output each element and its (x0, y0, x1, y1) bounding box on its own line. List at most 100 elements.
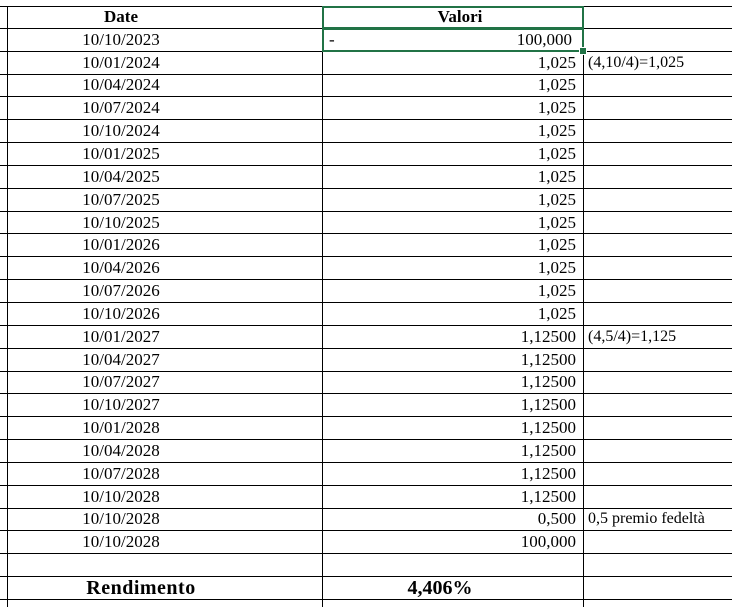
date-cell[interactable]: 10/04/2027 (8, 348, 323, 372)
note-cell[interactable] (584, 189, 732, 212)
date-cell[interactable]: 10/10/2026 (8, 302, 323, 326)
value-cell[interactable]: 1,12500 (323, 394, 584, 418)
date-cell[interactable]: 10/01/2027 (8, 325, 323, 349)
cell-left-margin[interactable] (0, 280, 8, 303)
value-cell[interactable]: 1,025 (323, 74, 584, 98)
rendimento-label-cell[interactable]: Rendimento (8, 577, 323, 600)
value-cell[interactable]: 1,025 (323, 143, 584, 166)
date-cell[interactable]: 10/04/2025 (8, 165, 323, 189)
fill-handle[interactable] (579, 46, 587, 55)
note-cell[interactable] (584, 75, 732, 98)
value-cell[interactable]: 1,12500 (323, 325, 584, 349)
date-cell[interactable]: 10/10/2028 (8, 485, 323, 509)
note-cell[interactable] (584, 212, 732, 235)
note-cell[interactable] (584, 234, 732, 258)
cell-left-margin[interactable] (0, 120, 8, 144)
cell-left-margin[interactable] (0, 371, 8, 395)
note-cell[interactable] (584, 120, 732, 144)
note-cell[interactable] (584, 440, 732, 463)
cell-left-margin[interactable] (0, 554, 8, 578)
date-cell[interactable]: 10/07/2025 (8, 188, 323, 212)
cell-left-margin-partial[interactable] (0, 599, 8, 607)
cell-left-margin[interactable] (0, 28, 8, 52)
cell-left-margin[interactable] (0, 188, 8, 212)
cell-left-margin-summary[interactable] (0, 577, 8, 600)
valori-header-cell[interactable]: Valori (322, 6, 584, 29)
date-cell[interactable]: 10/04/2026 (8, 257, 323, 281)
date-header-cell[interactable]: Date (8, 6, 323, 29)
date-cell[interactable]: 10/01/2025 (8, 143, 323, 166)
date-cell[interactable]: 10/01/2026 (8, 234, 323, 258)
cell-left-margin[interactable] (0, 165, 8, 189)
cell-left-margin[interactable] (0, 143, 8, 166)
date-cell[interactable]: 10/07/2028 (8, 462, 323, 486)
cell-left-margin[interactable] (0, 348, 8, 372)
note-cell[interactable] (584, 29, 732, 52)
date-cell[interactable]: 10/10/2028 (8, 531, 323, 555)
value-cell[interactable]: 1,025 (323, 165, 584, 189)
summary-note-cell[interactable] (584, 577, 732, 600)
note-cell[interactable] (584, 531, 732, 555)
cell-left-margin[interactable] (0, 440, 8, 463)
date-cell[interactable]: 10/10/2025 (8, 211, 323, 235)
note-cell[interactable] (584, 486, 732, 509)
cell-left-margin[interactable] (0, 508, 8, 532)
cell-left-margin[interactable] (0, 211, 8, 235)
cell-left-margin[interactable] (0, 462, 8, 486)
date-cell[interactable]: 10/07/2027 (8, 371, 323, 395)
value-cell[interactable]: 100,000 (323, 531, 584, 555)
date-cell[interactable]: 10/01/2028 (8, 417, 323, 441)
cell-left-margin[interactable] (0, 302, 8, 326)
note-cell[interactable] (584, 166, 732, 189)
value-cell[interactable]: 1,025 (323, 211, 584, 235)
value-cell[interactable]: 1,025 (323, 120, 584, 144)
cell-left-margin[interactable] (0, 257, 8, 281)
date-cell[interactable]: 10/10/2027 (8, 394, 323, 418)
value-cell[interactable]: - 100,000 (322, 27, 587, 55)
cell-left-margin[interactable] (0, 394, 8, 418)
note-cell[interactable] (584, 97, 732, 121)
value-cell[interactable]: 1,025 (323, 188, 584, 212)
value-cell[interactable] (323, 554, 584, 578)
note-cell[interactable]: (4,5/4)=1,125 (584, 326, 732, 349)
value-cell[interactable]: 1,025 (323, 51, 584, 75)
date-cell[interactable] (8, 554, 323, 578)
value-cell[interactable]: 1,12500 (323, 417, 584, 441)
value-cell[interactable]: 1,12500 (323, 462, 584, 486)
note-cell[interactable] (584, 372, 732, 395)
cell-left-margin[interactable] (0, 531, 8, 555)
partial-date-cell[interactable] (8, 599, 323, 607)
note-cell[interactable] (584, 554, 732, 578)
cell-left-margin-header[interactable] (0, 6, 8, 29)
note-cell[interactable] (584, 143, 732, 166)
note-cell[interactable] (584, 303, 732, 326)
cell-left-margin[interactable] (0, 485, 8, 509)
value-cell[interactable]: 1,025 (323, 234, 584, 258)
note-cell[interactable] (584, 349, 732, 372)
date-cell[interactable]: 10/07/2026 (8, 280, 323, 303)
value-cell[interactable]: 1,025 (323, 97, 584, 121)
cell-left-margin[interactable] (0, 234, 8, 258)
date-cell[interactable]: 10/07/2024 (8, 97, 323, 121)
note-cell[interactable] (584, 463, 732, 486)
value-cell[interactable]: 1,025 (323, 280, 584, 303)
partial-note-cell[interactable] (584, 600, 732, 607)
value-cell[interactable]: 1,025 (323, 257, 584, 281)
value-cell[interactable]: 1,12500 (323, 371, 584, 395)
note-cell[interactable] (584, 394, 732, 418)
note-cell[interactable]: 0,5 premio fedeltà (584, 509, 732, 532)
note-cell[interactable] (584, 280, 732, 303)
partial-valori-cell[interactable] (323, 599, 584, 607)
note-cell[interactable]: (4,10/4)=1,025 (584, 52, 732, 75)
date-cell[interactable]: 10/01/2024 (8, 51, 323, 75)
date-cell[interactable]: 10/10/2024 (8, 120, 323, 144)
date-cell[interactable]: 10/10/2028 (8, 508, 323, 532)
cell-left-margin[interactable] (0, 51, 8, 75)
value-cell[interactable]: 1,12500 (323, 348, 584, 372)
cell-left-margin[interactable] (0, 325, 8, 349)
date-cell[interactable]: 10/04/2028 (8, 440, 323, 463)
note-cell[interactable] (584, 257, 732, 281)
date-cell[interactable]: 10/04/2024 (8, 74, 323, 98)
note-header-cell[interactable] (584, 6, 732, 29)
cell-left-margin[interactable] (0, 417, 8, 441)
